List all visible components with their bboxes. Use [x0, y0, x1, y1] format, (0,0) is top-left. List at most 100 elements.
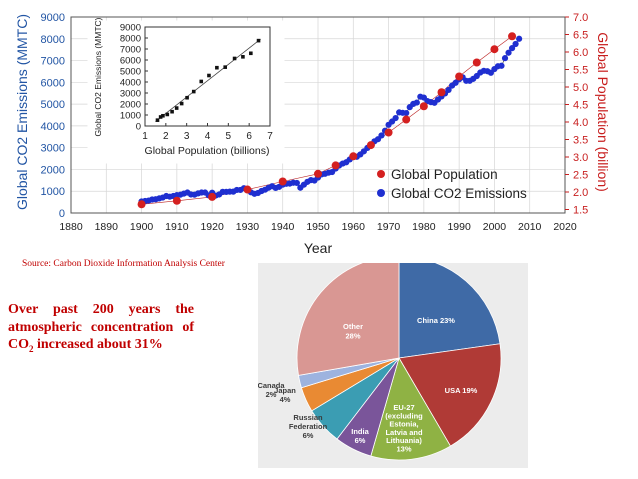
- legend-population-marker: [377, 170, 385, 178]
- population-point: [437, 88, 446, 97]
- legend-population-label: Global Population: [391, 167, 498, 182]
- left-tick-label: 1000: [41, 186, 65, 198]
- pie-label-line: 13%: [396, 445, 411, 454]
- population-point: [137, 200, 146, 209]
- population-point: [208, 192, 217, 201]
- population-point: [402, 115, 411, 124]
- emissions-point: [403, 109, 410, 117]
- inset-point: [199, 79, 204, 84]
- inset-point: [207, 73, 211, 78]
- legend-emissions-label: Global CO2 Emissions: [391, 186, 527, 201]
- population-point: [243, 185, 252, 194]
- inset-point: [161, 113, 165, 118]
- emissions-point: [512, 40, 519, 48]
- x-tick-label: 2000: [483, 221, 507, 233]
- right-tick-label: 1.5: [573, 205, 588, 217]
- inset-y-axis-label: Global CO2 Emissions (MMTC): [93, 17, 103, 136]
- inset-y-tick-label: 1000: [120, 111, 141, 122]
- pie-label-line: Other: [343, 322, 363, 331]
- x-tick-label: 1890: [95, 221, 119, 233]
- left-tick-label: 4000: [41, 121, 65, 133]
- x-tick-label: 1880: [59, 221, 83, 233]
- pie-label-canada: Canada 2%: [258, 381, 285, 399]
- fact-subscript: 2: [29, 343, 34, 354]
- emissions-point: [378, 132, 385, 139]
- legend-emissions-marker: [377, 189, 385, 197]
- population-point: [314, 169, 322, 178]
- pie-label-line: EU-27: [393, 403, 414, 412]
- left-tick-label: 0: [59, 208, 65, 220]
- emissions-point: [392, 114, 399, 122]
- x-tick-label: 2010: [518, 221, 542, 233]
- inset-y-tick-label: 4000: [120, 78, 141, 89]
- inset-y-tick-label: 0: [136, 122, 141, 133]
- inset-point: [174, 106, 179, 110]
- x-tick-label: 2020: [553, 221, 577, 233]
- population-point: [278, 177, 287, 186]
- inset-point: [191, 89, 196, 94]
- right-tick-label: 2.0: [573, 187, 588, 199]
- inset-x-tick-label: 3: [184, 131, 190, 142]
- population-point: [508, 32, 517, 41]
- plot-frame: [70, 16, 566, 214]
- inset-point: [256, 38, 261, 43]
- pie-label-line: Japan: [274, 386, 296, 395]
- pie-slice: [370, 356, 452, 461]
- inset-x-tick-label: 5: [226, 131, 232, 142]
- pie-label-line: USA 19%: [445, 386, 478, 395]
- pie-label-line: Canada: [258, 381, 285, 390]
- left-tick-label: 8000: [41, 34, 65, 46]
- pie-label-line: Estonia,: [389, 420, 418, 429]
- pie-label-line: India: [351, 427, 369, 436]
- x-tick-label: 1970: [377, 221, 401, 233]
- right-tick-label: 5.5: [573, 65, 588, 77]
- pie-label-line: Russian: [293, 413, 323, 422]
- x-tick-label: 1960: [342, 221, 366, 233]
- pie-label-japan: Japan 4%: [274, 386, 296, 404]
- emissions-share-pie: China 23%USA 19%EU-27 (excluding Estonia, L…: [258, 263, 502, 461]
- pie-label-line: 6%: [303, 431, 314, 440]
- fact-text-1: Over past 200 years the atmospheric conc…: [8, 302, 194, 352]
- inset-y-tick-label: 8000: [120, 34, 141, 45]
- inset-y-tick-label: 5000: [120, 67, 141, 78]
- right-tick-label: 4.0: [573, 117, 588, 129]
- pie-slice: [296, 263, 400, 376]
- inset-point: [215, 65, 219, 70]
- pie-label-india: India 6%: [351, 427, 369, 445]
- right-tick-label: 6.0: [573, 47, 588, 59]
- x-tick-label: 1900: [130, 221, 154, 233]
- pie-label-russia: Russian Federation 6%: [289, 413, 328, 440]
- x-tick-label: 1930: [236, 221, 260, 233]
- emissions-point: [516, 35, 523, 42]
- inset-x-tick-label: 4: [205, 131, 211, 142]
- inset-y-tick-label: 2000: [120, 100, 141, 111]
- emissions-point: [413, 99, 420, 106]
- inset-point: [241, 55, 245, 59]
- pie-label-line: 6%: [355, 436, 366, 445]
- x-tick-label: 1950: [306, 221, 330, 233]
- inset-point: [185, 95, 189, 100]
- inset-y-tick-label: 7000: [120, 45, 141, 56]
- right-tick-label: 5.0: [573, 82, 588, 94]
- left-tick-label: 7000: [41, 56, 65, 68]
- co2-population-chart: 01000200030004000500060007000800090001.5…: [14, 12, 611, 256]
- emissions-point: [508, 45, 516, 52]
- x-tick-label: 1990: [447, 221, 471, 233]
- inset-x-tick-label: 7: [267, 131, 273, 142]
- right-axis-label: Global Population (billion): [595, 32, 611, 192]
- pie-label-china: China 23%: [417, 316, 455, 325]
- inset-x-tick-label: 2: [163, 131, 169, 142]
- left-tick-label: 9000: [41, 12, 65, 24]
- inset-point: [170, 109, 174, 114]
- emissions-point: [501, 55, 509, 62]
- emissions-share-pie-panel: China 23% USA 19% EU-27 (excluding Estonia, L…: [258, 263, 528, 468]
- inset-point: [158, 115, 163, 119]
- population-point: [349, 152, 358, 161]
- pie-label-line: Lithuania): [386, 436, 422, 445]
- inset-x-axis-label: Global Population (billions): [145, 145, 270, 157]
- emissions-point: [445, 86, 452, 94]
- pie-label-line: 2%: [266, 390, 277, 399]
- population-point: [331, 161, 340, 170]
- right-tick-label: 3.5: [573, 135, 588, 147]
- left-axis-label: Global CO2 Emissions (MMTC): [14, 14, 30, 210]
